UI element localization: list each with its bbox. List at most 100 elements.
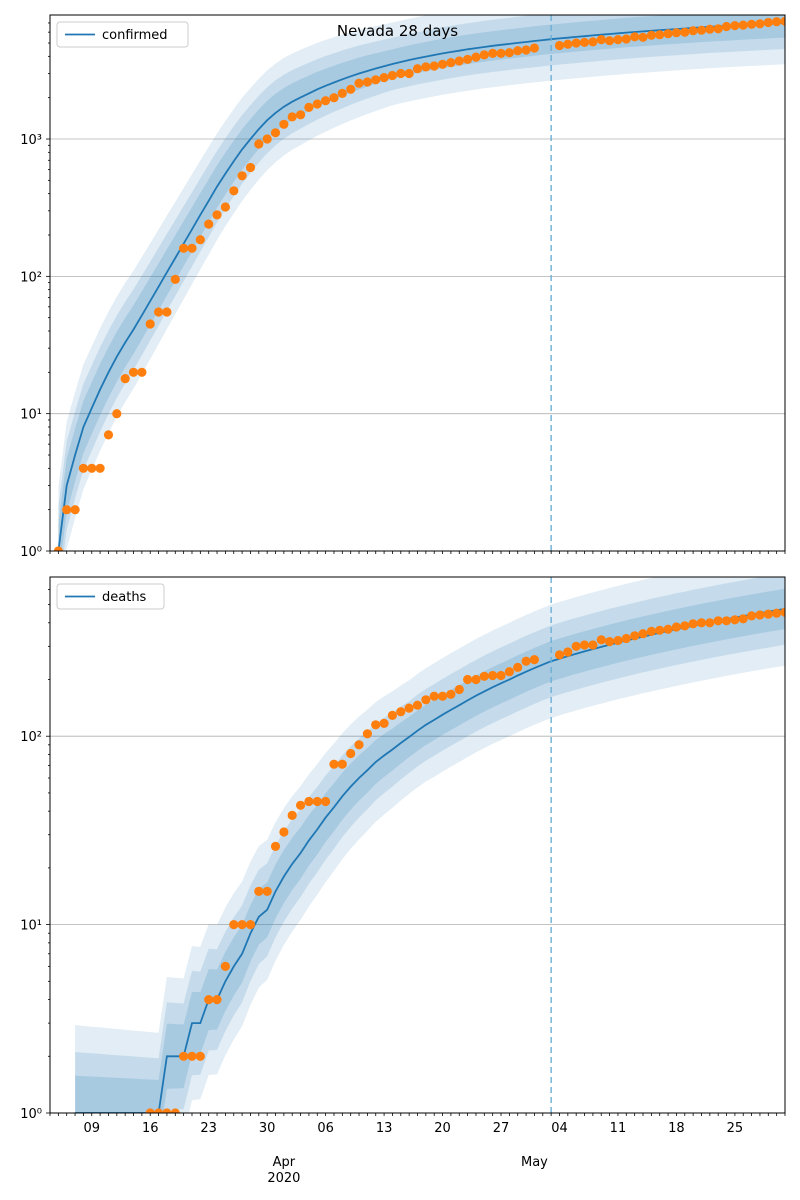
observed-point	[479, 671, 489, 681]
observed-point	[680, 621, 690, 631]
x-tick-label: 25	[727, 1121, 744, 1136]
observed-point	[613, 635, 623, 646]
observed-point	[70, 505, 80, 515]
observed-point	[237, 920, 247, 930]
observed-point	[120, 374, 130, 384]
observed-point	[463, 54, 473, 64]
observed-point	[404, 68, 414, 79]
observed-point	[421, 62, 431, 72]
observed-point	[496, 670, 506, 681]
observed-point	[329, 93, 339, 103]
observed-point	[563, 647, 573, 657]
observed-point	[696, 618, 707, 628]
x-tick-label: 11	[610, 1121, 627, 1136]
observed-point	[179, 1051, 189, 1061]
legend-label: deaths	[102, 590, 147, 605]
observed-point	[605, 637, 615, 647]
observed-point	[613, 35, 623, 45]
x-tick-label: 27	[493, 1121, 510, 1136]
observed-point	[62, 505, 72, 515]
observed-point	[588, 37, 598, 47]
observed-point	[270, 841, 281, 852]
observed-point	[296, 110, 306, 120]
observed-point	[337, 759, 347, 769]
y-tick-label: 10⁰	[20, 545, 42, 560]
observed-point	[671, 28, 682, 38]
x-tick-label: 13	[376, 1121, 393, 1136]
observed-point	[513, 46, 523, 56]
observed-point	[162, 307, 172, 317]
observed-point	[738, 614, 748, 624]
model-line-confirmed	[57, 22, 785, 551]
observed-point	[229, 920, 239, 930]
observed-point	[588, 640, 598, 650]
observed-point	[630, 631, 640, 641]
uncertainty-band	[58, 15, 785, 551]
observed-point	[429, 691, 439, 701]
legend-label: confirmed	[102, 28, 168, 43]
observed-point	[162, 1108, 172, 1113]
observed-point	[379, 73, 389, 83]
observed-point	[337, 88, 347, 98]
observed-point	[554, 650, 565, 660]
observed-point	[763, 609, 773, 619]
uncertainty-band	[75, 577, 785, 1113]
observed-point	[479, 50, 489, 60]
observed-point	[671, 622, 682, 632]
observed-point	[429, 61, 439, 71]
observed-point	[204, 995, 214, 1005]
observed-point	[496, 48, 506, 59]
x-tick-label: 16	[142, 1121, 159, 1136]
observed-point	[772, 17, 782, 27]
observed-point	[513, 662, 523, 673]
observed-point	[621, 34, 631, 44]
observed-point	[755, 610, 765, 620]
observed-point	[680, 27, 690, 37]
observed-point	[212, 210, 222, 220]
observed-point	[262, 886, 272, 897]
observed-point	[696, 25, 707, 35]
x-tick-label: 20	[434, 1121, 451, 1136]
observed-point	[638, 629, 648, 639]
observed-point	[321, 96, 331, 106]
observed-point	[321, 796, 331, 807]
observed-point	[195, 235, 205, 245]
observed-point	[630, 32, 640, 42]
observed-point	[772, 608, 782, 618]
observed-point	[571, 38, 581, 48]
observed-point	[471, 52, 481, 62]
observed-point	[738, 20, 748, 30]
observed-point	[279, 119, 289, 129]
observed-point	[220, 202, 230, 212]
observed-point	[362, 77, 372, 87]
observed-point	[371, 720, 381, 730]
observed-point	[137, 367, 147, 377]
observed-point	[270, 128, 281, 138]
observed-point	[504, 48, 514, 58]
uncertainty-band	[58, 15, 785, 551]
legend-box	[56, 21, 189, 48]
observed-point	[396, 68, 406, 79]
observed-point	[621, 633, 631, 644]
observed-point	[571, 641, 581, 651]
observed-point	[747, 19, 757, 29]
observed-point	[646, 30, 657, 40]
observed-point	[354, 78, 364, 88]
observed-point	[563, 39, 573, 49]
observed-point	[471, 674, 481, 685]
observed-point	[128, 367, 139, 377]
observed-point	[488, 670, 498, 681]
y-tick-label: 10¹	[20, 919, 42, 934]
chart-title: Nevada 28 days	[337, 22, 458, 40]
observed-point	[229, 186, 239, 196]
observed-point	[195, 1051, 205, 1061]
observed-point	[721, 21, 732, 32]
observed-point	[187, 1051, 197, 1061]
observed-point	[412, 64, 423, 74]
observed-point	[705, 618, 715, 628]
observed-point	[346, 84, 356, 94]
observed-point	[371, 75, 381, 85]
observed-point	[755, 19, 765, 29]
observed-point	[554, 40, 565, 51]
observed-point	[663, 29, 673, 39]
